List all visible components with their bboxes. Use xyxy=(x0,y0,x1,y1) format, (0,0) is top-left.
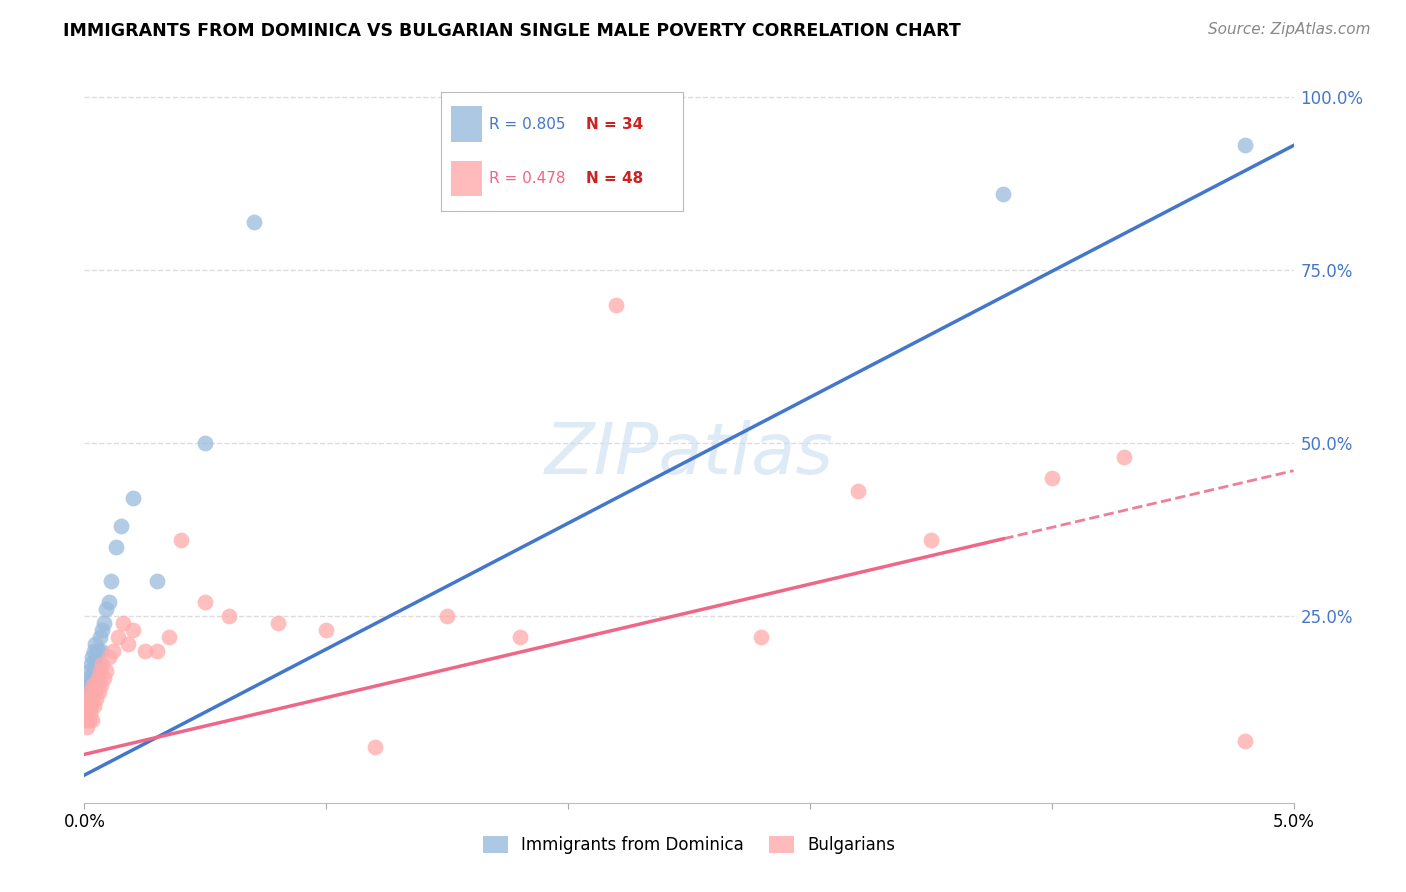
Point xyxy=(84,692,107,706)
Point xyxy=(75,692,97,706)
Text: ZIPatlas: ZIPatlas xyxy=(544,420,834,490)
Point xyxy=(103,643,125,657)
Point xyxy=(94,665,117,679)
Point xyxy=(76,678,98,692)
Point xyxy=(77,671,100,685)
Point xyxy=(97,595,120,609)
Point xyxy=(77,665,100,679)
Point xyxy=(77,713,100,727)
Point xyxy=(93,671,115,685)
Point xyxy=(79,685,101,699)
Point xyxy=(97,650,120,665)
Point xyxy=(79,706,101,720)
Point xyxy=(86,650,108,665)
Point xyxy=(91,623,114,637)
Point xyxy=(80,657,103,672)
Point xyxy=(86,643,108,657)
Point xyxy=(80,713,103,727)
Point xyxy=(82,678,104,692)
Legend: Immigrants from Dominica, Bulgarians: Immigrants from Dominica, Bulgarians xyxy=(477,830,901,861)
Point xyxy=(90,643,112,657)
Point xyxy=(218,609,240,624)
Point xyxy=(83,657,105,672)
Text: Source: ZipAtlas.com: Source: ZipAtlas.com xyxy=(1208,22,1371,37)
Point xyxy=(83,643,105,657)
Point xyxy=(194,595,217,609)
Point xyxy=(112,615,135,630)
Point xyxy=(77,698,100,713)
Point xyxy=(509,630,531,644)
Point xyxy=(83,685,105,699)
Point xyxy=(104,540,127,554)
Point xyxy=(363,740,385,755)
Point xyxy=(77,692,100,706)
Point xyxy=(89,665,111,679)
Point xyxy=(1234,138,1257,153)
Point xyxy=(1040,470,1063,484)
Point xyxy=(84,637,107,651)
Point xyxy=(82,678,104,692)
Point xyxy=(146,643,169,657)
Point xyxy=(267,615,290,630)
Text: IMMIGRANTS FROM DOMINICA VS BULGARIAN SINGLE MALE POVERTY CORRELATION CHART: IMMIGRANTS FROM DOMINICA VS BULGARIAN SI… xyxy=(63,22,962,40)
Point xyxy=(79,678,101,692)
Point xyxy=(100,574,122,589)
Point xyxy=(1234,733,1257,747)
Point xyxy=(77,692,100,706)
Point xyxy=(94,602,117,616)
Point xyxy=(79,685,101,699)
Point xyxy=(86,678,108,692)
Point xyxy=(1114,450,1136,464)
Point xyxy=(605,297,627,311)
Point xyxy=(93,615,115,630)
Point xyxy=(315,623,337,637)
Point xyxy=(170,533,193,547)
Point xyxy=(194,436,217,450)
Point xyxy=(76,685,98,699)
Point xyxy=(87,685,110,699)
Point xyxy=(83,665,105,679)
Point xyxy=(146,574,169,589)
Point xyxy=(87,657,110,672)
Point xyxy=(751,630,773,644)
Point xyxy=(76,706,98,720)
Point xyxy=(75,698,97,713)
Point xyxy=(920,533,942,547)
Point xyxy=(89,630,111,644)
Point xyxy=(157,630,180,644)
Point xyxy=(82,692,104,706)
Point xyxy=(117,637,139,651)
Point xyxy=(83,698,105,713)
Point xyxy=(76,720,98,734)
Point xyxy=(846,484,869,499)
Point xyxy=(993,186,1015,201)
Point xyxy=(121,491,143,506)
Point xyxy=(80,671,103,685)
Point xyxy=(107,630,129,644)
Point xyxy=(436,609,458,624)
Point xyxy=(134,643,156,657)
Point xyxy=(242,214,264,228)
Point xyxy=(90,678,112,692)
Point xyxy=(80,698,103,713)
Point xyxy=(91,657,114,672)
Point xyxy=(75,713,97,727)
Point xyxy=(82,650,104,665)
Point xyxy=(86,671,108,685)
Point xyxy=(121,623,143,637)
Point xyxy=(110,519,132,533)
